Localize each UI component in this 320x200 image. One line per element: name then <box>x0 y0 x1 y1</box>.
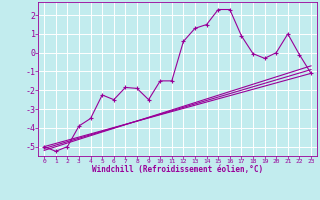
X-axis label: Windchill (Refroidissement éolien,°C): Windchill (Refroidissement éolien,°C) <box>92 165 263 174</box>
